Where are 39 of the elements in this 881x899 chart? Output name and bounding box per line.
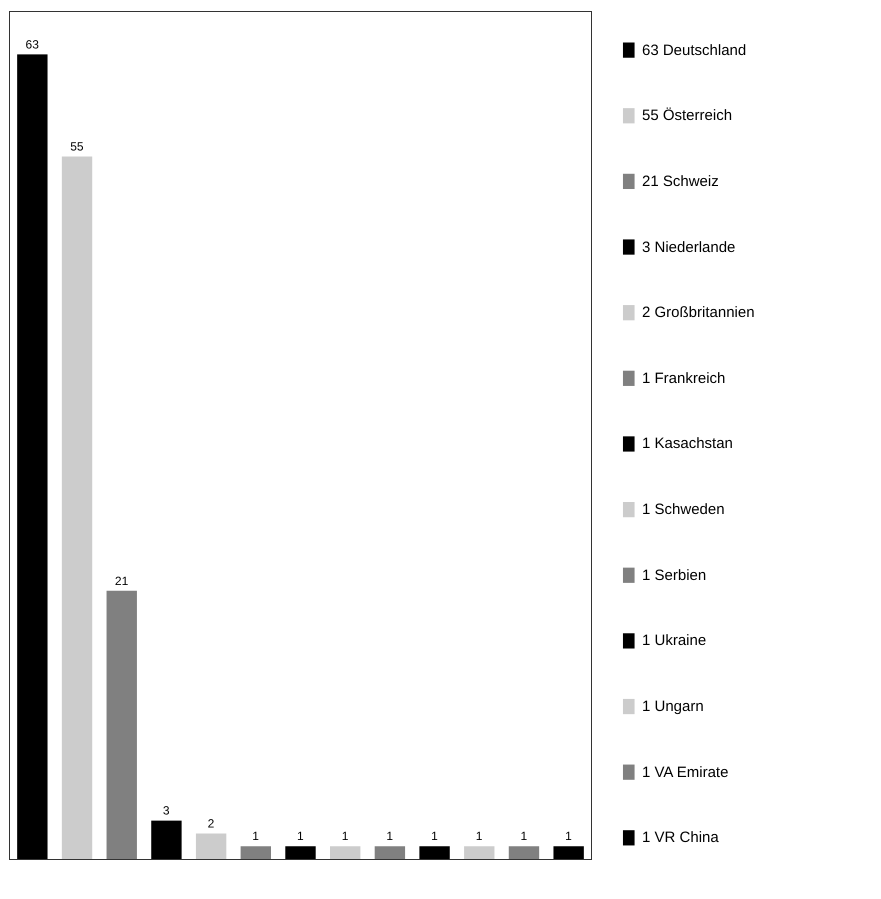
text: 55 Österreich	[642, 107, 732, 124]
text: 1 Frankreich	[642, 370, 726, 387]
bar	[240, 846, 271, 859]
text: 63 Deutschland	[642, 42, 746, 59]
bar	[151, 820, 182, 859]
data-label: 3	[162, 804, 170, 818]
bar	[374, 846, 406, 859]
text: 2 Großbritannien	[642, 304, 755, 321]
data-label: 21	[114, 574, 129, 588]
text: 1 Serbien	[642, 567, 706, 584]
bar	[17, 54, 48, 859]
bar	[285, 846, 316, 859]
text: 1 Schweden	[642, 501, 725, 518]
text: 1 VA Emirate	[642, 764, 728, 781]
data-label: 1	[342, 829, 349, 844]
bar	[62, 156, 92, 859]
data-label: 55	[70, 140, 84, 154]
text: 1 Ungarn	[642, 698, 704, 715]
data-label: 1	[565, 829, 572, 844]
bar	[330, 846, 360, 859]
text: 1 Ukraine	[642, 632, 706, 649]
data-label: 1	[252, 829, 260, 844]
bar	[464, 846, 494, 859]
text: 21 Schweiz	[642, 173, 719, 190]
bar	[508, 846, 540, 859]
data-label: 2	[208, 816, 215, 830]
data-label: 1	[476, 829, 483, 844]
text: 1 Kasachstan	[642, 435, 733, 452]
data-label: 1	[297, 829, 304, 844]
data-label: 1	[431, 829, 438, 844]
bar	[419, 846, 450, 859]
data-label: 63	[26, 37, 40, 52]
bar	[106, 590, 137, 859]
bar	[196, 833, 226, 859]
bar	[553, 846, 584, 859]
text: 1 VR China	[642, 829, 720, 846]
data-label: 1	[520, 829, 528, 844]
text: 3 Niederlande	[642, 239, 736, 256]
data-label: 1	[386, 829, 394, 844]
